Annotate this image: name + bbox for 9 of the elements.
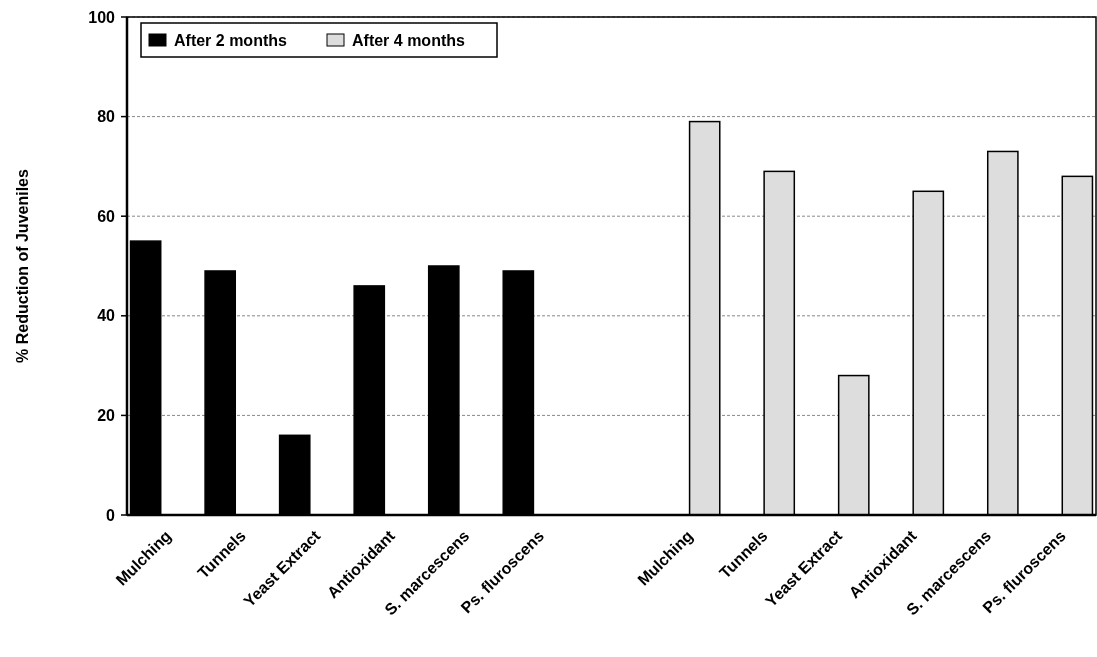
- y-tick-label: 100: [88, 8, 116, 26]
- y-tick-label: 40: [97, 307, 116, 325]
- y-tick-label: 60: [97, 207, 116, 225]
- y-axis-title: % Reduction of Juveniles: [14, 168, 31, 363]
- legend-label: After 4 months: [352, 31, 465, 49]
- y-tick-label: 80: [97, 108, 116, 126]
- y-tick-label: 20: [97, 407, 116, 424]
- legend-label: After 2 months: [174, 31, 287, 49]
- y-tick-label: 0: [106, 506, 116, 524]
